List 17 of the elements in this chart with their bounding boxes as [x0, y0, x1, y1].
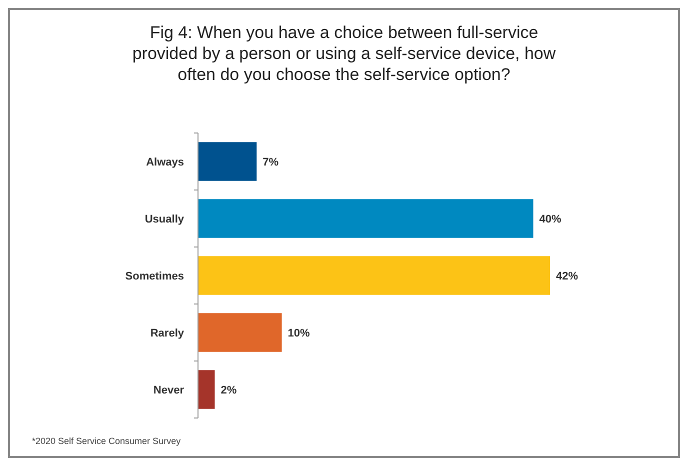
data-label: 42%: [556, 270, 578, 282]
chart-title: Fig 4: When you have a choice between full-service provided by a person or using a self-service device, how often do you choose the self-service option?: [132, 23, 556, 84]
bar: [198, 142, 257, 181]
bar: [198, 199, 534, 238]
y-tick-label: Never: [153, 384, 185, 396]
y-tick-label: Always: [146, 156, 184, 168]
bar: [198, 256, 550, 295]
data-label: 10%: [288, 327, 310, 340]
data-label: 2%: [220, 384, 237, 396]
y-tick-label: Usually: [144, 213, 185, 226]
y-tick-label: Sometimes: [125, 270, 184, 282]
bar: [198, 313, 282, 352]
data-label: 40%: [539, 213, 562, 226]
y-tick-label: Rarely: [150, 327, 185, 340]
text: *2020 Self Service Consumer Survey: [32, 436, 182, 446]
bar: [198, 370, 215, 409]
data-label: 7%: [262, 156, 279, 168]
